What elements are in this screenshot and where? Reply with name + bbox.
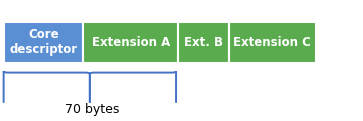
Bar (178, 22, 229, 63)
Bar (229, 22, 316, 63)
Text: Ext. B: Ext. B (184, 36, 223, 49)
Text: Extension C: Extension C (233, 36, 311, 49)
Bar (83, 22, 178, 63)
Text: Extension A: Extension A (91, 36, 170, 49)
Text: Core
descriptor: Core descriptor (9, 28, 78, 56)
Bar (4, 22, 83, 63)
Text: 70 bytes: 70 bytes (65, 103, 120, 116)
